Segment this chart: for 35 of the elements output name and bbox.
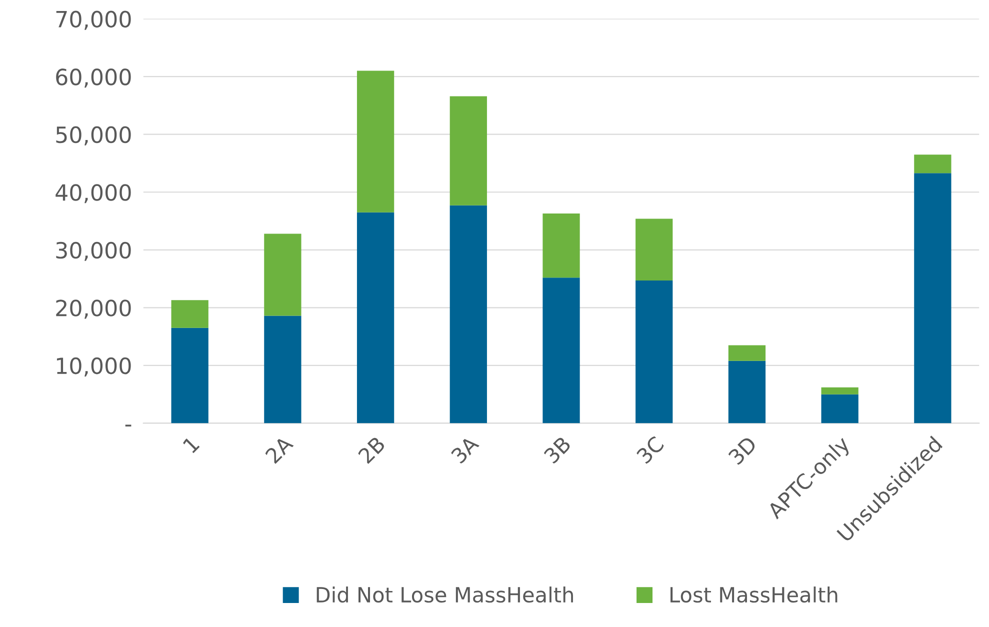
y-tick-label: 40,000 [56, 184, 131, 204]
x-tick-label: 2A [264, 434, 294, 464]
bar [636, 218, 673, 281]
legend-label: Did Not Lose MassHealth [316, 586, 573, 603]
bar [821, 387, 858, 394]
bar [542, 214, 580, 278]
bar [450, 205, 487, 424]
bar [171, 300, 208, 328]
bar [821, 394, 858, 424]
x-tick-label: 3A [450, 434, 480, 464]
bar [728, 345, 766, 361]
bar [542, 278, 580, 424]
bar [914, 154, 952, 174]
y-tick-label: 70,000 [56, 10, 131, 30]
x-tick-label: 3B [543, 436, 572, 464]
x-tick-label: 1 [182, 436, 200, 454]
bar [356, 70, 394, 212]
y-tick-label: 60,000 [56, 68, 131, 88]
y-tick-label: 50,000 [56, 126, 131, 146]
y-tick-label: 30,000 [56, 242, 131, 261]
y-tick-label: 20,000 [56, 300, 131, 319]
x-tick-label: 3C [636, 435, 665, 464]
bar [450, 96, 487, 206]
y-tick-label: - [125, 424, 132, 426]
bar [914, 173, 952, 424]
bar [264, 234, 302, 316]
x-tick-label: 2B [357, 436, 386, 464]
x-tick-label: 3D [728, 435, 758, 466]
bar [728, 360, 766, 424]
y-tick-label: 10,000 [56, 357, 131, 376]
bar [171, 328, 208, 424]
bar [636, 280, 673, 424]
bar [264, 316, 302, 424]
legend-label: Lost MassHealth [670, 586, 838, 603]
bar [356, 212, 394, 424]
